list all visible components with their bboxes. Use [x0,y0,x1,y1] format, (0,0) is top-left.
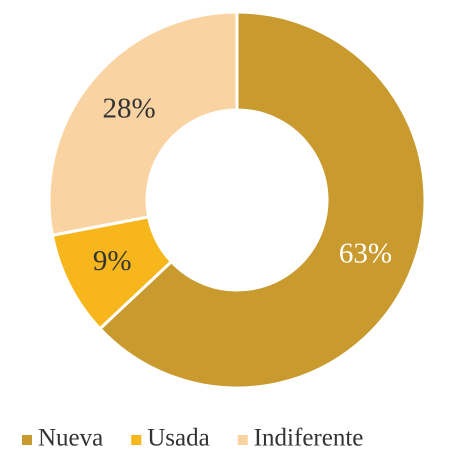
donut-slice [47,10,239,237]
data-label: 9% [93,245,132,277]
legend-swatch [22,435,32,445]
legend-label: Nueva [38,425,103,452]
legend-swatch [131,435,142,445]
donut-slice [97,10,427,390]
data-label: 28% [103,92,156,124]
legend-label: Indiferente [254,425,364,452]
legend-swatch [237,435,248,445]
data-label: 63% [339,237,392,269]
legend-label: Usada [147,425,209,452]
